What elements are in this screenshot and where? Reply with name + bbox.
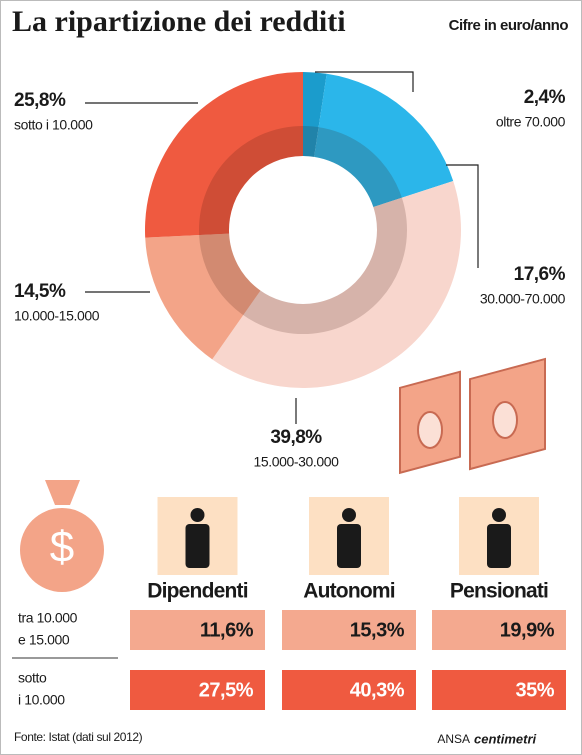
source: Fonte: Istat (dati sul 2012) [14, 730, 143, 744]
icon-head [492, 508, 506, 522]
subtitle: Cifre in euro/anno [449, 17, 569, 34]
column-header: Autonomi [303, 580, 395, 603]
donut-slice [145, 233, 261, 360]
cell-bar [130, 610, 265, 650]
inner-shade [199, 126, 407, 334]
icon-body [487, 524, 511, 568]
cell-bar [130, 670, 265, 710]
category-label: 10.000-15.000 [14, 308, 100, 324]
money-bag-icon: $ [20, 480, 104, 592]
value-label: 14,5% [14, 281, 66, 302]
category-label: 15.000-30.000 [253, 454, 339, 470]
banknotes-icon [399, 357, 546, 475]
cell-bar [282, 670, 416, 710]
column-header: Pensionati [450, 580, 548, 603]
category-label: oltre 70.000 [496, 114, 566, 130]
cell-value: 35% [515, 679, 554, 701]
icon-head [342, 508, 356, 522]
category-label: 30.000-70.000 [480, 291, 566, 307]
cell-bar [432, 670, 566, 710]
agency: ANSA [437, 732, 470, 746]
column-header: Dipendenti [147, 580, 248, 603]
cell-value: 27,5% [199, 679, 254, 701]
value-label: 25,8% [14, 90, 66, 111]
title: La ripartizione dei redditi [12, 5, 346, 38]
leader-line [446, 164, 479, 268]
cell-bar [432, 610, 566, 650]
brand: centimetri [474, 731, 537, 746]
donut-slice [314, 73, 454, 208]
cell-value: 19,9% [500, 619, 555, 641]
cell-value: 11,6% [200, 619, 254, 641]
icon-body [337, 524, 361, 568]
row-label: i 10.000 [18, 692, 65, 708]
row-label: e 15.000 [18, 632, 70, 648]
row-label: tra 10.000 [18, 610, 78, 626]
donut-slice [144, 72, 303, 238]
donut-slice [303, 72, 327, 157]
value-label: 39,8% [270, 427, 322, 448]
column-icon [309, 497, 389, 575]
icon-body [185, 524, 210, 568]
row-label: sotto [18, 670, 47, 686]
icon-head [190, 508, 205, 522]
value-label: 2,4% [524, 87, 566, 108]
column-icon [157, 497, 238, 575]
svg-text:$: $ [50, 523, 74, 572]
cell-value: 40,3% [350, 679, 405, 701]
leader-line [315, 71, 414, 92]
column-icon [459, 497, 539, 575]
donut-slice [212, 180, 461, 388]
category-label: sotto i 10.000 [14, 117, 93, 133]
value-label: 17,6% [514, 264, 566, 285]
cell-value: 15,3% [350, 619, 405, 641]
cell-bar [282, 610, 416, 650]
